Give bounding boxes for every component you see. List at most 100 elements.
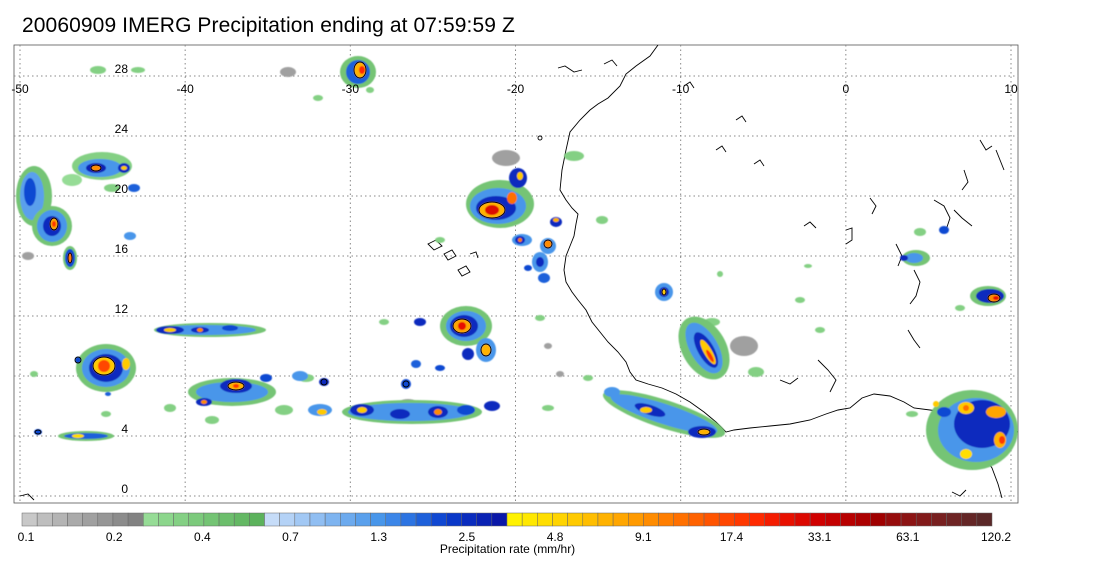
colorbar-swatch xyxy=(173,512,189,527)
storm-21W-20N xyxy=(466,168,562,228)
colorbar-tick-label: 33.1 xyxy=(808,530,832,544)
latitude-label: 24 xyxy=(115,122,129,136)
colorbar-swatch xyxy=(628,512,644,527)
storm-19W-17N xyxy=(512,234,556,283)
storm-46W-19N xyxy=(32,206,72,246)
colorbar-swatch xyxy=(537,512,553,527)
latitude-label: 0 xyxy=(121,482,128,496)
colorbar-swatch xyxy=(385,512,402,527)
colorbar-swatch xyxy=(158,512,174,527)
colorbar-swatch xyxy=(233,512,250,527)
colorbar-tick-label: 0.2 xyxy=(106,530,123,544)
storm-9W-10N xyxy=(678,316,730,380)
colorbar-tick-label: 0.7 xyxy=(282,530,299,544)
colorbar-tick-label: 120.2 xyxy=(981,530,1011,544)
storm-45W-16N xyxy=(63,246,77,270)
colorbar-tick-label: 63.1 xyxy=(896,530,920,544)
colorbar-swatch xyxy=(612,512,629,527)
storm-42W-22N xyxy=(72,152,140,240)
colorbar-swatch xyxy=(82,512,99,527)
colorbar-swatch xyxy=(718,512,735,527)
colorbar-swatch xyxy=(36,512,53,527)
colorbar-swatch xyxy=(840,512,856,527)
colorbar-swatch xyxy=(658,512,674,527)
colorbar-swatch xyxy=(688,512,705,527)
longitude-label: -10 xyxy=(672,82,690,96)
latitude-label: 20 xyxy=(115,182,129,196)
colorbar-swatch xyxy=(809,512,826,527)
colorbar-swatch xyxy=(885,512,902,527)
storm-11W-14N xyxy=(655,283,673,301)
colorbar-swatch xyxy=(203,512,220,527)
colorbar-tick-label: 2.5 xyxy=(459,530,476,544)
colorbar-swatch xyxy=(249,512,265,527)
colorbar-swatch xyxy=(779,512,796,527)
colorbar-swatch xyxy=(294,512,311,527)
colorbar-swatch xyxy=(946,512,962,527)
storm-44W-4N xyxy=(34,429,114,441)
longitude-label: -50 xyxy=(11,82,29,96)
storm-east-5N xyxy=(926,390,1018,470)
graticule xyxy=(14,45,1018,503)
latitude-label: 4 xyxy=(121,422,128,436)
colorbar-swatch xyxy=(855,512,872,527)
colorbar-swatch xyxy=(218,512,235,527)
longitude-label: 0 xyxy=(842,82,849,96)
colorbar: 0.1 0.2 0.4 0.7 1.3 2.5 4.8 9.1 17.4 33.1 63.1 120.… xyxy=(18,512,1011,544)
colorbar-swatch xyxy=(734,512,750,527)
colorbar-swatch xyxy=(900,512,917,527)
longitude-label: -40 xyxy=(176,82,194,96)
longitude-labels: -50 -40 -30 -20 -10 0 10 xyxy=(11,82,1018,96)
colorbar-swatch xyxy=(506,512,523,527)
page-title: 20060909 IMERG Precipitation ending at 0… xyxy=(22,14,515,37)
storm-east-13N xyxy=(970,286,1006,306)
colorbar-swatch xyxy=(976,512,993,527)
colorbar-swatch xyxy=(430,512,447,527)
colorbar-swatch xyxy=(582,512,599,527)
colorbar-swatch xyxy=(643,512,659,527)
colorbar-swatch xyxy=(143,512,159,527)
colorbar-swatch xyxy=(21,512,38,527)
longitude-label: 10 xyxy=(1004,82,1018,96)
colorbar-swatch xyxy=(415,512,432,527)
longitude-label: -20 xyxy=(507,82,525,96)
colorbar-tick-label: 0.1 xyxy=(18,530,35,544)
colorbar-swatch xyxy=(355,512,371,527)
colorbar-swatch xyxy=(673,512,690,527)
colorbar-swatch xyxy=(931,512,947,527)
colorbar-swatch xyxy=(961,512,978,527)
storm-band-8N xyxy=(188,371,329,406)
light-rain-patches xyxy=(22,66,965,424)
core-contours xyxy=(34,61,1001,436)
colorbar-swatch xyxy=(112,512,129,527)
coastline xyxy=(19,45,1018,501)
colorbar-swatch xyxy=(567,512,584,527)
colorbar-title: Precipitation rate (mm/hr) xyxy=(439,542,576,556)
storm-22W-12N xyxy=(411,306,496,371)
colorbar-swatch xyxy=(915,512,932,527)
precipitation-echoes xyxy=(16,56,1018,470)
storm-30W-29N xyxy=(340,56,376,93)
colorbar-swatch xyxy=(825,512,841,527)
colorbar-tick-label: 0.4 xyxy=(194,530,211,544)
latitude-labels: 0 4 12 16 20 24 28 xyxy=(115,62,129,496)
colorbar-swatch xyxy=(491,512,508,527)
colorbar-swatch xyxy=(521,512,538,527)
longitude-label: -30 xyxy=(342,82,360,96)
colorbar-tick-label: 17.4 xyxy=(720,530,744,544)
colorbar-swatch xyxy=(309,512,326,527)
colorbar-swatch xyxy=(264,512,280,527)
colorbar-swatch xyxy=(324,512,341,527)
colorbar-swatch xyxy=(127,512,144,527)
storm-coast-band xyxy=(602,387,726,438)
storm-band-7N xyxy=(308,379,500,424)
colorbar-swatch xyxy=(476,512,493,527)
colorbar-swatch xyxy=(446,512,462,527)
colorbar-tick-label: 4.8 xyxy=(547,530,564,544)
colorbar-tick-label: 1.3 xyxy=(370,530,387,544)
colorbar-swatch xyxy=(794,512,811,527)
colorbar-swatch xyxy=(67,512,83,527)
latitude-label: 12 xyxy=(115,302,129,316)
colorbar-swatch xyxy=(749,512,765,527)
